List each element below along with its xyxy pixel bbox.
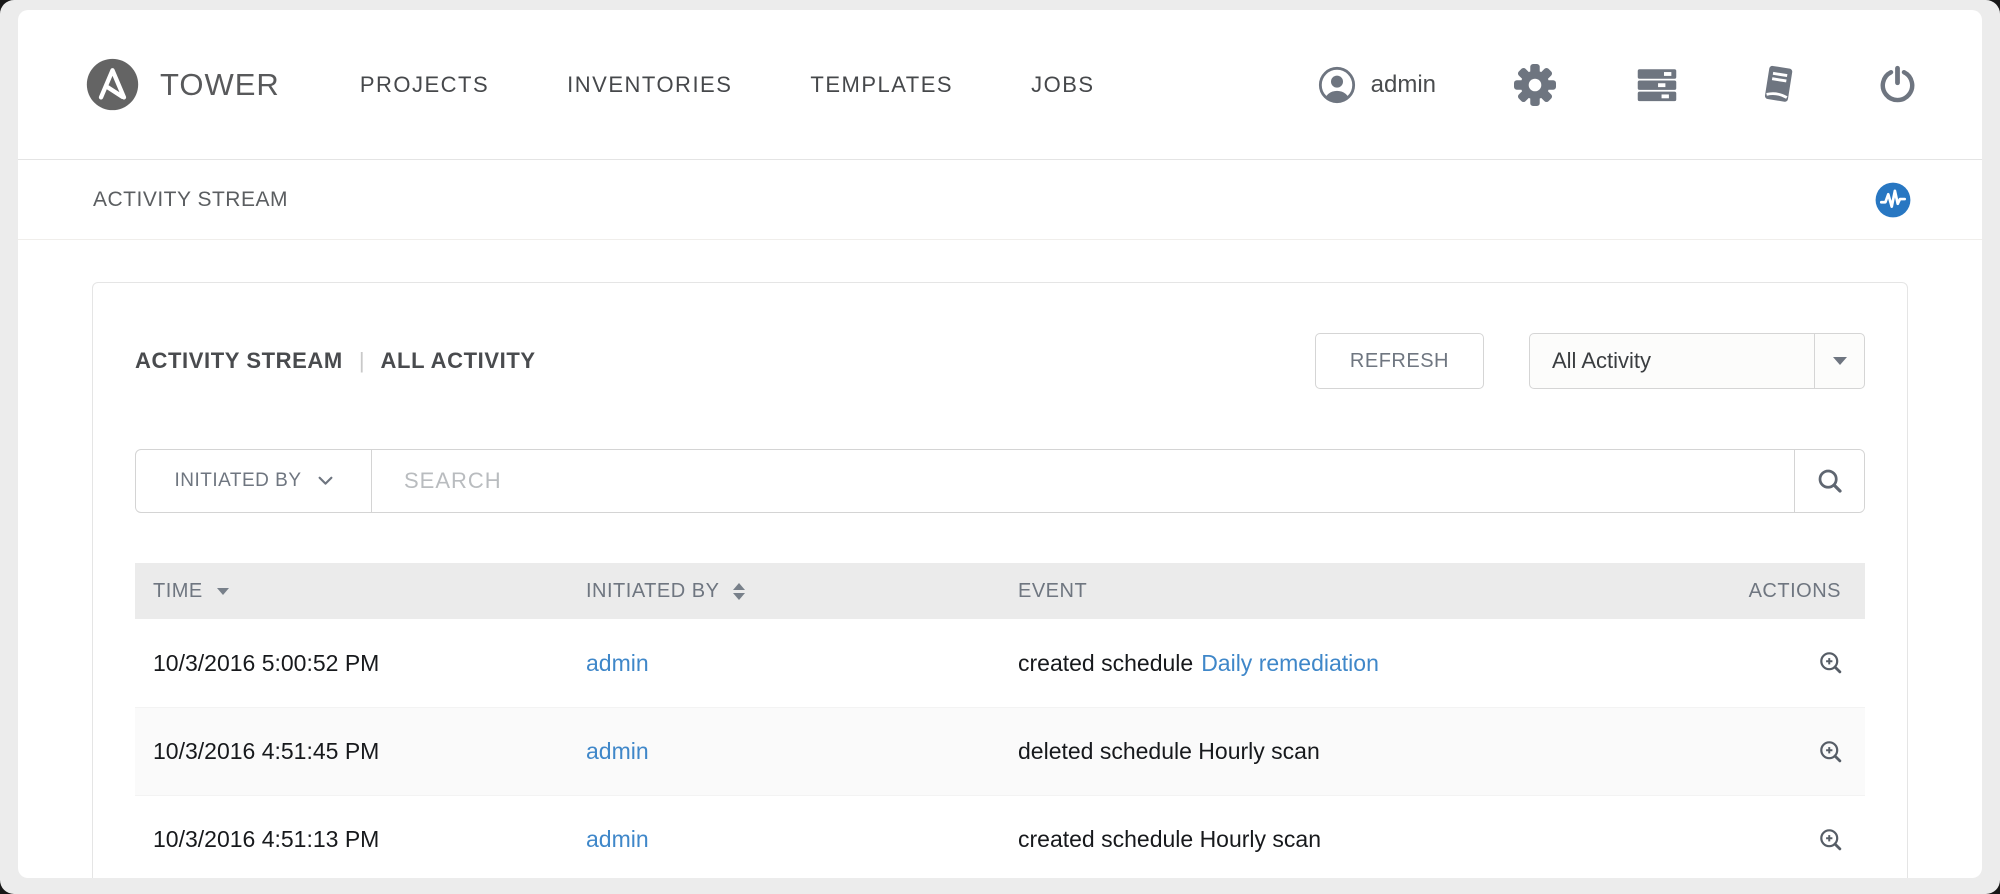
- initiated-by-link[interactable]: admin: [586, 738, 649, 764]
- table-row: 10/3/2016 5:00:52 PM admin created sched…: [135, 619, 1865, 707]
- zoom-in-icon: [1820, 828, 1842, 850]
- sort-down-arrow: [733, 592, 746, 600]
- column-header-time[interactable]: TIME: [135, 580, 568, 603]
- search-field-selector[interactable]: INITIATED BY: [136, 450, 372, 512]
- search-input[interactable]: [372, 450, 1794, 512]
- dropdown-caret-box[interactable]: [1814, 334, 1864, 388]
- panel-subtitle: ALL ACTIVITY: [380, 348, 536, 373]
- main-content: ACTIVITY STREAM | ALL ACTIVITY REFRESH A…: [18, 240, 1982, 878]
- event-description: created schedule Hourly scan: [1000, 826, 1735, 853]
- column-label-initiated-by: INITIATED BY: [586, 579, 720, 602]
- initiated-by-link[interactable]: admin: [586, 826, 649, 852]
- panel-header: ACTIVITY STREAM | ALL ACTIVITY REFRESH A…: [135, 283, 1865, 389]
- activity-filter-dropdown[interactable]: All Activity: [1529, 333, 1865, 389]
- sort-both-icon: [733, 582, 746, 600]
- sort-up-arrow: [733, 582, 746, 590]
- primary-nav: PROJECTS INVENTORIES TEMPLATES JOBS: [360, 72, 1095, 98]
- nav-item-jobs[interactable]: JOBS: [1031, 71, 1095, 97]
- column-header-actions: ACTIONS: [1735, 580, 1865, 603]
- portal-mode-button[interactable]: [1634, 64, 1680, 106]
- activity-stream-toggle-button[interactable]: [1874, 181, 1912, 219]
- user-menu[interactable]: admin: [1317, 65, 1436, 105]
- search-button[interactable]: [1794, 450, 1864, 512]
- nav-item-projects[interactable]: PROJECTS: [359, 71, 490, 97]
- logout-button[interactable]: [1877, 64, 1918, 105]
- nav-item-inventories[interactable]: INVENTORIES: [567, 71, 733, 97]
- examine-event-button[interactable]: [1817, 649, 1845, 677]
- event-description: deleted schedule Hourly scan: [1000, 738, 1735, 765]
- column-header-initiated-by[interactable]: INITIATED BY: [568, 580, 1000, 603]
- chevron-down-icon: [318, 476, 332, 485]
- title-divider: |: [358, 348, 365, 373]
- nav-right-controls: admin: [1317, 63, 1918, 106]
- examine-event-button[interactable]: [1817, 738, 1845, 766]
- event-text: created schedule Hourly scan: [1018, 826, 1321, 852]
- power-icon: [1880, 65, 1915, 103]
- examine-event-button[interactable]: [1817, 826, 1845, 854]
- app-window: TOWER PROJECTS INVENTORIES TEMPLATES JOB…: [18, 10, 1982, 878]
- initiated-by-link[interactable]: admin: [586, 649, 649, 676]
- book-icon: [1764, 65, 1793, 102]
- event-time: 10/3/2016 5:00:52 PM: [153, 649, 380, 676]
- column-label-event: EVENT: [1018, 579, 1088, 602]
- zoom-in-icon: [1820, 652, 1842, 674]
- search-field-label: INITIATED BY: [174, 470, 302, 491]
- zoom-in-icon: [1820, 740, 1842, 762]
- column-label-time: TIME: [153, 579, 203, 602]
- settings-button[interactable]: [1514, 63, 1556, 106]
- brand-title: TOWER: [160, 66, 280, 102]
- brand-home-link[interactable]: TOWER: [85, 57, 280, 112]
- column-label-actions: ACTIONS: [1748, 579, 1841, 602]
- event-text: created schedule: [1018, 649, 1194, 676]
- caret-down-icon: [1832, 357, 1847, 365]
- breadcrumb-bar: ACTIVITY STREAM: [18, 160, 1982, 240]
- activity-table: TIME INITIATED BY EVENT: [135, 563, 1865, 878]
- sort-descending-icon: [216, 587, 229, 595]
- event-time: 10/3/2016 4:51:45 PM: [153, 738, 380, 764]
- refresh-button[interactable]: REFRESH: [1314, 333, 1484, 389]
- event-text: deleted schedule Hourly scan: [1018, 738, 1320, 764]
- gear-icon: [1514, 63, 1556, 106]
- activity-filter-value: All Activity: [1552, 348, 1652, 373]
- column-header-event: EVENT: [1000, 580, 1735, 603]
- table-row: 10/3/2016 4:51:13 PM admin created sched…: [135, 795, 1865, 878]
- docs-button[interactable]: [1758, 64, 1799, 105]
- breadcrumb: ACTIVITY STREAM: [93, 187, 288, 211]
- panel-title: ACTIVITY STREAM: [135, 348, 343, 373]
- user-avatar-icon: [1318, 66, 1355, 103]
- activity-stream-panel: ACTIVITY STREAM | ALL ACTIVITY REFRESH A…: [92, 282, 1908, 878]
- user-name: admin: [1370, 70, 1436, 98]
- event-description: created schedule Daily remediation: [1000, 650, 1735, 677]
- ansible-logo-icon: [86, 58, 139, 111]
- server-stack-icon: [1637, 68, 1677, 101]
- top-nav: TOWER PROJECTS INVENTORIES TEMPLATES JOB…: [18, 10, 1982, 160]
- event-time: 10/3/2016 4:51:13 PM: [153, 826, 380, 852]
- search-bar: INITIATED BY: [135, 449, 1865, 513]
- table-header: TIME INITIATED BY EVENT: [135, 563, 1865, 619]
- event-object-link[interactable]: Daily remediation: [1201, 649, 1379, 676]
- table-row: 10/3/2016 4:51:45 PM admin deleted sched…: [135, 707, 1865, 795]
- search-icon: [1818, 469, 1842, 493]
- panel-titles: ACTIVITY STREAM | ALL ACTIVITY: [135, 348, 536, 374]
- nav-item-templates[interactable]: TEMPLATES: [810, 71, 954, 97]
- activity-pulse-icon: [1875, 182, 1911, 217]
- panel-actions: REFRESH All Activity: [1314, 333, 1865, 389]
